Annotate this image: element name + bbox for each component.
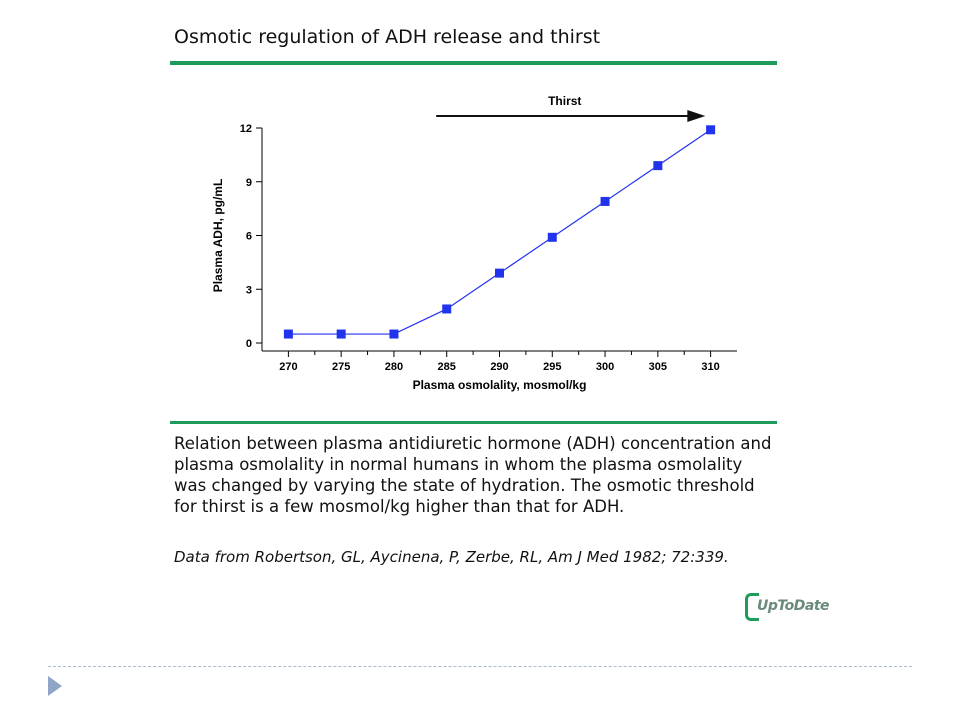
logo-bracket-icon [745,593,759,621]
x-tick-label: 295 [543,361,561,373]
title-divider [170,61,777,65]
y-tick-label: 0 [246,338,252,350]
footer-divider [48,666,912,667]
y-tick-label: 6 [246,231,252,243]
data-point [442,304,452,314]
series-line [288,129,711,335]
x-tick-label: 270 [279,361,297,373]
adh-osmolality-chart: 0 3 6 9 12 270 275 280 285 290 295 300 305 310 Plasma … [211,94,737,392]
x-tick-label: 300 [596,361,614,373]
logo-text: UpToDate [757,598,830,614]
data-source: Data from Robertson, GL, Aycinena, P, Ze… [174,548,729,566]
x-tick-label: 305 [649,361,667,373]
data-point [495,268,504,278]
x-tick-label: 290 [490,361,508,373]
x-tick-label: 280 [385,361,403,373]
thirst-arrow-head [687,110,706,122]
data-point [336,329,346,339]
thirst-annotation-label: Thirst [548,94,581,108]
data-point [653,161,663,171]
y-tick-label: 9 [246,177,252,189]
data-point [283,329,293,339]
data-point [600,196,610,206]
uptodate-logo: UpToDate [745,593,843,623]
y-tick-label: 12 [240,123,252,135]
y-axis-label: Plasma ADH, pg/mL [211,179,225,293]
slide-bullet-arrow-icon [48,676,62,696]
x-tick-label: 275 [332,361,350,373]
data-point [706,125,716,135]
x-tick-label: 310 [701,361,719,373]
data-point [547,232,557,242]
figure-caption: Relation between plasma antidiuretic hor… [174,434,772,516]
x-tick-label: 285 [438,361,456,373]
caption-divider [170,421,777,424]
figure-title: Osmotic regulation of ADH release and th… [174,26,601,48]
y-tick-label: 3 [246,284,252,296]
x-axis-label: Plasma osmolality, mosmol/kg [413,378,587,392]
data-point [389,329,399,339]
